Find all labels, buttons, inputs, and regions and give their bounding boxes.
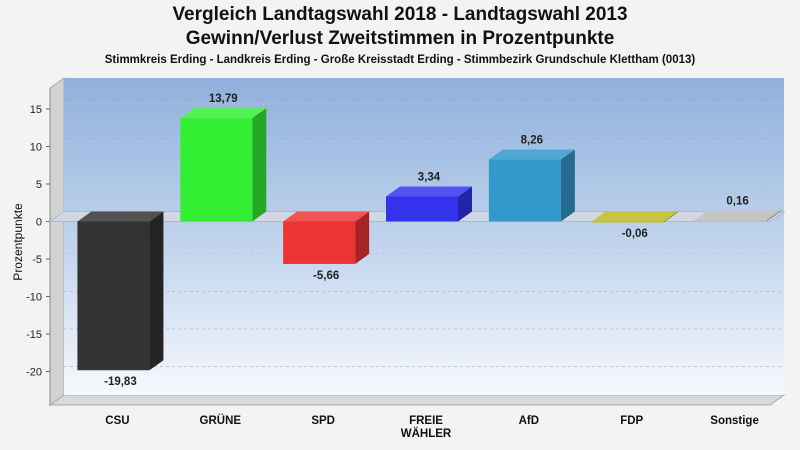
bar-front (283, 221, 356, 264)
data-label: 3,34 (418, 171, 441, 183)
x-tick-label: GRÜNE (200, 414, 242, 427)
data-label: 8,26 (521, 135, 543, 147)
bar-top (488, 149, 575, 160)
floor (48, 394, 786, 406)
data-label: 0,16 (726, 195, 748, 207)
bar-top (77, 211, 164, 222)
plot-area (48, 77, 786, 406)
y-tick-label: -10 (26, 292, 42, 304)
x-tick-label: SPD (311, 415, 335, 427)
bar-top (591, 211, 678, 222)
bar-front (386, 196, 458, 222)
y-tick-label: 15 (30, 104, 42, 116)
bar-spd (283, 211, 370, 264)
bar-fdp (591, 211, 678, 223)
bar-front (591, 221, 664, 223)
bar-front (77, 221, 150, 371)
bar-side (355, 211, 370, 264)
y-tick-label: -5 (32, 254, 42, 266)
chart-title-line-1: Vergleich Landtagswahl 2018 - Landtagswa… (172, 4, 628, 25)
bar-csu (77, 211, 164, 371)
bar-side (560, 149, 575, 222)
bar-top (694, 210, 781, 221)
bar-front (694, 220, 767, 222)
left-wall (49, 77, 65, 406)
bar-front (180, 118, 253, 222)
y-tick-label: -20 (26, 367, 42, 379)
x-tick-label: WÄHLER (401, 427, 452, 440)
x-tick-label: Sonstige (710, 415, 759, 427)
x-tick-label: CSU (105, 415, 129, 427)
data-label: -0,06 (622, 228, 648, 240)
y-tick-label: 10 (30, 142, 42, 154)
data-label: -5,66 (313, 270, 339, 282)
back-wall (64, 78, 784, 395)
y-tick-label: -15 (26, 329, 42, 341)
data-label: 13,79 (209, 93, 238, 105)
bar-side (252, 108, 267, 222)
bar-grüne (180, 108, 267, 222)
bar-sonstige (694, 210, 781, 222)
bar-top (180, 108, 267, 119)
bar-freie-wähler (386, 186, 472, 222)
y-tick-label: 0 (36, 217, 42, 229)
bar-side (663, 211, 678, 223)
bar-front (488, 159, 561, 222)
bar-top (386, 186, 472, 197)
bar-side (766, 210, 781, 222)
bar-afd (488, 149, 575, 222)
x-tick-label: FREIE (409, 415, 443, 427)
x-tick-label: AfD (519, 415, 539, 427)
labels: -19,83 CSU 13,79 GRÜNE -5,66 SPD 3,34 FREIEWÄHL… (104, 93, 759, 440)
bar-side (458, 186, 472, 222)
bars (77, 108, 781, 371)
chart-subtitle: Stimmkreis Erding - Landkreis Erding - G… (104, 54, 696, 66)
y-axis-label: Prozentpunkte (11, 203, 25, 281)
chart-title-line-2: Gewinn/Verlust Zweitstimmen in Prozentpu… (185, 28, 615, 49)
y-tick-label: 5 (36, 179, 42, 191)
bar-side (149, 211, 164, 371)
data-label: -19,83 (104, 376, 137, 388)
x-tick-label: FDP (620, 415, 643, 427)
bar-top (283, 211, 370, 222)
